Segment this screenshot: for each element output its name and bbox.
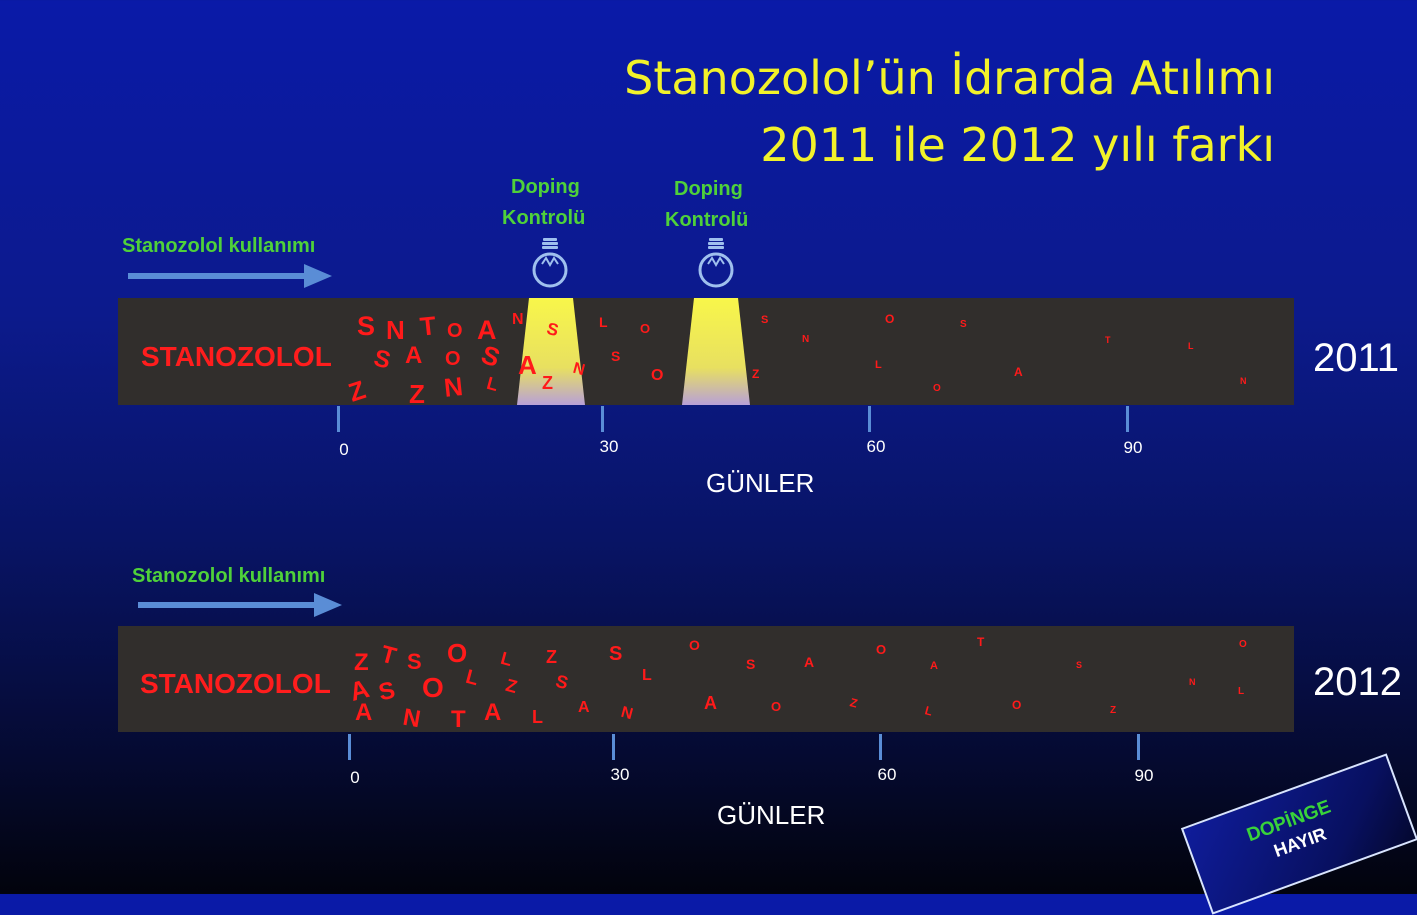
- band-2012: [118, 626, 1294, 732]
- molecule-letter: N: [1189, 677, 1196, 687]
- tick-60-2011: [868, 406, 871, 432]
- year-label-2012: 2012: [1313, 660, 1402, 704]
- molecule-letter: Z: [546, 647, 557, 667]
- molecule-letter: L: [1238, 686, 1245, 697]
- molecule-letter: N: [512, 311, 524, 328]
- molecule-letter: A: [518, 350, 537, 380]
- molecule-letter: O: [885, 312, 895, 326]
- molecule-letter: O: [933, 383, 941, 394]
- molecule-letter: T: [1105, 335, 1111, 345]
- molecule-letter: N: [1240, 376, 1247, 386]
- tick-label: 60: [866, 437, 886, 456]
- molecule-letter: T: [977, 635, 985, 649]
- molecule-letter: S: [761, 314, 769, 326]
- tick-label: 30: [599, 437, 619, 456]
- molecule-letter: O: [422, 672, 444, 703]
- molecule-letter: O: [1239, 639, 1247, 650]
- molecule-letter: L: [875, 359, 882, 371]
- doping-control-2-line1: Doping: [674, 178, 743, 200]
- molecule-letter: Z: [1110, 705, 1117, 716]
- drug-label-2011: STANOZOLOL: [141, 341, 332, 372]
- molecule-letter: T: [451, 706, 466, 733]
- tick-label: 90: [1134, 766, 1154, 785]
- molecule-letter: A: [355, 699, 373, 726]
- axis-title-2012: GÜNLER: [717, 800, 826, 830]
- usage-label-2012: Stanozolol kullanımı: [132, 565, 326, 587]
- doping-control-1-line1: Doping: [511, 176, 580, 198]
- molecule-letter: A: [477, 315, 497, 345]
- lightbulb-icon: [532, 238, 568, 288]
- spotlight-1: [517, 298, 585, 405]
- molecule-letter: N: [386, 315, 405, 345]
- molecule-letter: S: [611, 348, 621, 364]
- molecule-letter: Z: [752, 367, 760, 381]
- axis-title-2011: GÜNLER: [706, 468, 815, 498]
- molecule-letter: L: [642, 667, 652, 684]
- doping-control-2-line2: Kontrolü: [665, 209, 749, 231]
- molecule-letter: S: [609, 643, 623, 665]
- tick-90-2012: [1137, 734, 1140, 760]
- molecule-letter: O: [447, 320, 463, 342]
- molecule-letter: A: [1014, 365, 1023, 379]
- tick-30-2011: [601, 406, 604, 432]
- molecule-letter: S: [960, 319, 967, 330]
- tick-label: 30: [610, 765, 630, 784]
- molecule-letter: O: [651, 367, 664, 384]
- arrow-right-icon: [128, 264, 332, 288]
- molecule-letter: N: [442, 371, 465, 403]
- molecule-letter: O: [445, 348, 461, 370]
- molecule-letter: A: [930, 660, 938, 672]
- molecule-letter: O: [876, 642, 887, 657]
- molecule-letter: O: [771, 699, 782, 714]
- dopinge-hayir-logo: DOPİNGE HAYIR: [1180, 753, 1417, 915]
- molecule-letter: L: [599, 314, 608, 330]
- page-title: Stanozolol’ün İdrarda Atılımı: [624, 51, 1275, 105]
- molecule-letter: Z: [409, 379, 425, 409]
- doping-control-1-line2: Kontrolü: [502, 207, 586, 229]
- spotlight-2: [682, 298, 750, 405]
- arrow-right-icon: [138, 593, 342, 617]
- usage-label-2011: Stanozolol kullanımı: [122, 235, 316, 257]
- molecule-letter: L: [532, 707, 543, 727]
- molecule-letter: O: [640, 321, 651, 336]
- molecule-letter: S: [746, 656, 756, 672]
- drug-label-2012: STANOZOLOL: [140, 668, 331, 699]
- molecule-letter: T: [418, 310, 438, 342]
- molecule-letter: A: [405, 342, 423, 369]
- tick-label: 0: [350, 768, 360, 787]
- molecule-letter: S: [407, 649, 422, 674]
- tick-30-2012: [612, 734, 615, 760]
- molecule-letter: O: [689, 637, 700, 653]
- tick-90-2011: [1126, 406, 1129, 432]
- molecule-letter: Z: [542, 373, 553, 393]
- molecule-letter: A: [578, 699, 590, 716]
- molecule-letter: O: [447, 638, 468, 668]
- molecule-letter: O: [1012, 698, 1022, 712]
- molecule-letter: A: [704, 693, 717, 713]
- tick-0-2012: [348, 734, 351, 760]
- tick-60-2012: [879, 734, 882, 760]
- tick-label: 90: [1123, 438, 1143, 457]
- molecule-letter: Z: [354, 649, 369, 676]
- molecule-letter: S: [1076, 660, 1083, 670]
- tick-0-2011: [337, 406, 340, 432]
- tick-label: 60: [877, 765, 897, 784]
- lightbulb-icon: [698, 238, 734, 288]
- page-subtitle: 2011 ile 2012 yılı farkı: [760, 118, 1275, 172]
- molecule-letter: A: [484, 699, 502, 726]
- molecule-letter: A: [804, 654, 815, 670]
- molecule-letter: S: [357, 311, 376, 341]
- year-label-2011: 2011: [1313, 336, 1400, 380]
- tick-label: 0: [339, 440, 349, 459]
- molecule-letter: L: [1188, 341, 1194, 351]
- molecule-letter: N: [802, 334, 810, 345]
